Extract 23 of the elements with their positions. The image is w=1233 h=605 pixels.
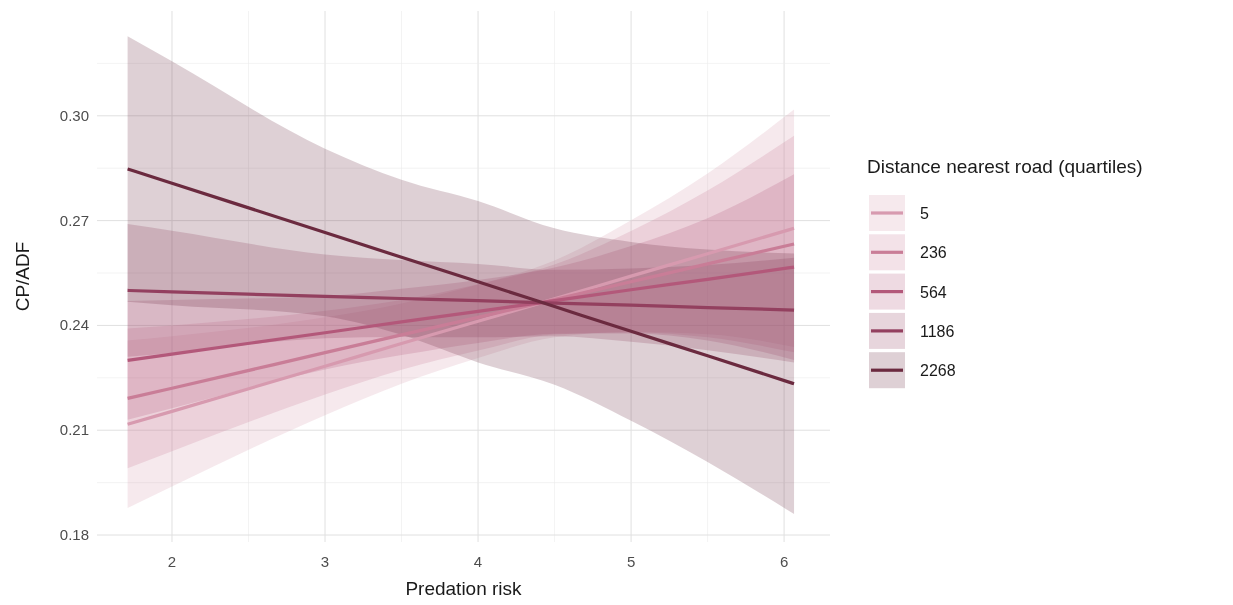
- x-tick-label: 5: [626, 553, 636, 570]
- y-tick-label: 0.21: [59, 421, 89, 439]
- y-axis-title: CP/ADF: [12, 241, 33, 312]
- legend-label: 1186: [920, 322, 955, 340]
- x-tick-label: 4: [473, 553, 483, 570]
- line-series: [126, 265, 796, 362]
- y-tick-label: 0.30: [59, 106, 89, 124]
- line-series: [126, 226, 796, 426]
- legend-label: 2268: [920, 362, 956, 380]
- x-axis-title: Predation risk: [405, 578, 523, 599]
- x-tick-label: 2: [167, 553, 177, 570]
- legend-title: Distance nearest road (quartiles): [867, 156, 1143, 177]
- line-series: [126, 167, 796, 386]
- y-tick-label: 0.24: [59, 316, 89, 334]
- y-tick-label: 0.27: [59, 211, 89, 229]
- x-tick-label: 6: [779, 553, 789, 570]
- line-series: [126, 242, 796, 401]
- y-tick-label: 0.18: [59, 526, 89, 544]
- legend-label: 564: [920, 283, 947, 301]
- line-series: [126, 288, 796, 312]
- legend-label: 5: [920, 205, 929, 222]
- legend-label: 236: [920, 244, 947, 262]
- x-tick-label: 3: [320, 553, 330, 570]
